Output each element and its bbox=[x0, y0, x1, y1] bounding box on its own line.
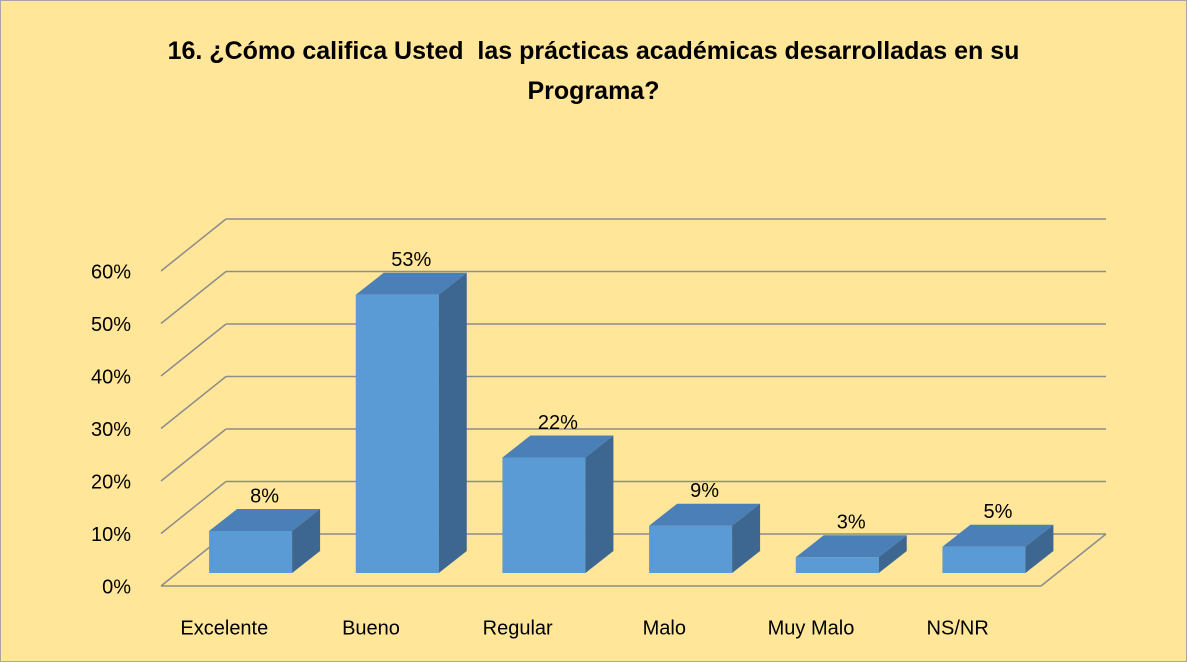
grid-line bbox=[160, 480, 227, 535]
data-label: 5% bbox=[983, 501, 1012, 523]
grid-line bbox=[160, 375, 227, 430]
data-label: 22% bbox=[538, 412, 578, 434]
bar-side bbox=[732, 503, 761, 573]
bar-front bbox=[649, 525, 733, 573]
x-tick-label: Malo bbox=[643, 617, 686, 639]
bar-side bbox=[438, 272, 467, 573]
y-tick-label: 30% bbox=[91, 419, 131, 441]
data-label: 8% bbox=[250, 485, 279, 507]
bar-front bbox=[942, 546, 1026, 573]
data-label: 53% bbox=[391, 249, 431, 271]
bar-side bbox=[1025, 524, 1054, 573]
bar-front bbox=[795, 557, 879, 573]
bar-top bbox=[649, 503, 761, 526]
bar-side bbox=[878, 535, 907, 573]
data-label: 9% bbox=[690, 480, 719, 502]
bar-top bbox=[209, 509, 321, 531]
grid-line bbox=[160, 218, 227, 272]
bar-side bbox=[292, 509, 321, 573]
bar-top bbox=[795, 535, 907, 558]
grid-line bbox=[160, 323, 227, 377]
y-tick-label: 20% bbox=[91, 471, 131, 493]
bar-side bbox=[585, 435, 614, 573]
y-tick-label: 40% bbox=[91, 366, 131, 388]
x-tick-label: Excelente bbox=[180, 617, 268, 639]
data-label: 3% bbox=[837, 512, 866, 534]
bar-front bbox=[502, 457, 586, 573]
bar-top bbox=[355, 272, 467, 295]
y-tick-label: 0% bbox=[102, 576, 131, 598]
grid-line bbox=[160, 428, 227, 482]
chart-title: 16. ¿Cómo califica Usted las prácticas a… bbox=[167, 37, 1027, 105]
y-tick-label: 10% bbox=[91, 524, 131, 546]
floor-edge bbox=[1040, 533, 1107, 587]
x-tick-label: Bueno bbox=[342, 617, 400, 639]
bar-front bbox=[355, 294, 439, 573]
x-tick-label: Regular bbox=[483, 617, 553, 639]
x-tick-label: Muy Malo bbox=[768, 617, 855, 639]
bar-front bbox=[209, 531, 293, 573]
bar-top bbox=[502, 435, 614, 458]
grid-line bbox=[160, 270, 227, 325]
y-tick-label: 60% bbox=[91, 261, 131, 283]
y-tick-label: 50% bbox=[91, 314, 131, 336]
x-tick-label: NS/NR bbox=[927, 617, 989, 639]
bar-top bbox=[942, 524, 1054, 547]
